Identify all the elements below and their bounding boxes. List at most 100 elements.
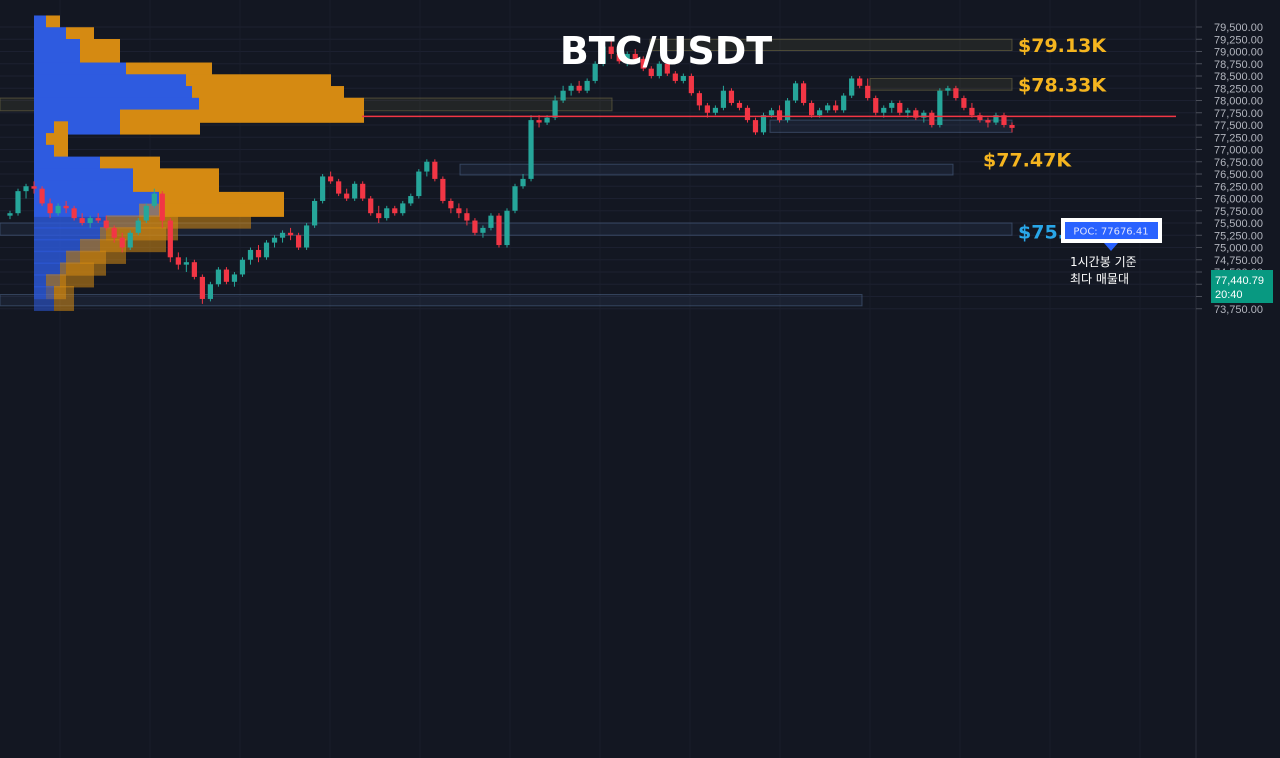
candle-up xyxy=(720,90,727,108)
candle-down xyxy=(929,112,935,125)
price-tick-label: 78,250.00 xyxy=(1214,83,1263,95)
profile-sell-bar xyxy=(199,97,364,123)
candle-down xyxy=(344,193,350,199)
candle-up xyxy=(512,186,518,211)
candle-up xyxy=(7,213,13,216)
candle-up xyxy=(384,208,390,219)
candle-up xyxy=(881,107,887,113)
price-tick-label: 75,250.00 xyxy=(1214,230,1263,242)
candle-up xyxy=(768,110,775,116)
candle-down xyxy=(472,220,478,233)
candle-up xyxy=(215,269,222,285)
candle-down xyxy=(376,213,382,219)
candle-up xyxy=(889,102,895,108)
supply-zone xyxy=(649,38,1013,52)
price-tick-label: 79,500.00 xyxy=(1214,22,1263,34)
price-axis[interactable]: 79,500.0079,250.0079,000.0078,750.0078,5… xyxy=(1195,0,1280,758)
candle-down xyxy=(440,178,446,201)
candle-down xyxy=(728,90,735,103)
candle-down xyxy=(159,193,165,221)
price-tick-label: 79,250.00 xyxy=(1214,34,1263,46)
price-tick-label: 77,250.00 xyxy=(1214,132,1263,144)
candle-down xyxy=(103,220,109,228)
candle-down xyxy=(752,120,759,133)
candle-up xyxy=(279,232,286,238)
candle-up xyxy=(424,161,430,172)
candle-up xyxy=(825,105,831,111)
candle-up xyxy=(151,193,157,206)
candle-down xyxy=(295,235,302,248)
level-label: $77.47K xyxy=(983,149,1072,171)
candle-down xyxy=(961,98,967,108)
candle-up xyxy=(656,63,662,76)
candle-down xyxy=(897,102,903,113)
candle-down xyxy=(616,53,622,62)
candle-up xyxy=(15,191,21,214)
price-tick-label: 76,000.00 xyxy=(1214,194,1263,206)
candle-up xyxy=(143,205,149,221)
candle-down xyxy=(873,98,879,113)
supply-zone xyxy=(869,77,1013,91)
candle-down xyxy=(328,176,334,182)
candle-down xyxy=(632,53,638,59)
poc-pointer-icon xyxy=(1104,243,1118,251)
candle-down xyxy=(464,213,470,221)
candle-up xyxy=(231,274,238,282)
profile-sell-bar xyxy=(54,285,74,311)
candle-up xyxy=(263,242,270,258)
candle-up xyxy=(849,78,855,96)
candle-up xyxy=(993,115,999,123)
candle-up xyxy=(55,205,61,214)
candle-down xyxy=(857,78,863,86)
candle-down xyxy=(287,232,294,236)
price-tick-label: 75,500.00 xyxy=(1214,218,1263,230)
candle-up xyxy=(680,76,686,81)
candle-down xyxy=(688,76,694,94)
candle-down xyxy=(39,188,45,204)
candle-down xyxy=(800,83,807,103)
candle-down xyxy=(809,102,815,116)
candle-up xyxy=(488,215,494,228)
candle-up xyxy=(528,120,534,179)
poc-label: POC: 77676.41 xyxy=(1073,227,1148,238)
last-price-badge: 77,440.79 20:40 xyxy=(1211,270,1273,303)
price-tick-label: 79,000.00 xyxy=(1214,47,1263,59)
candle-down xyxy=(640,58,646,69)
candle-up xyxy=(400,203,406,214)
candle-up xyxy=(207,284,213,299)
candle-down xyxy=(95,218,101,221)
demand-zone xyxy=(769,119,1013,133)
price-tick-label: 74,750.00 xyxy=(1214,255,1263,267)
candle-down xyxy=(736,102,743,108)
price-tick-label: 77,750.00 xyxy=(1214,108,1263,120)
candle-up xyxy=(183,262,189,265)
price-tick-label: 76,250.00 xyxy=(1214,181,1263,193)
candle-up xyxy=(712,107,719,113)
candle-down xyxy=(175,257,181,265)
candle-up xyxy=(504,210,510,246)
candle-down xyxy=(977,115,983,121)
candle-up xyxy=(303,225,310,248)
last-price-box xyxy=(1211,270,1273,303)
candle-down xyxy=(744,107,751,121)
candle-up xyxy=(784,100,791,121)
candle-up xyxy=(568,85,574,91)
candle-up xyxy=(520,178,526,187)
candle-up xyxy=(271,237,278,243)
candle-down xyxy=(448,200,454,209)
candle-up xyxy=(792,83,799,101)
candle-down xyxy=(704,105,710,113)
price-tick-label: 76,500.00 xyxy=(1214,169,1263,181)
candle-down xyxy=(833,105,839,111)
demand-zone xyxy=(459,163,954,176)
candle-down xyxy=(536,120,542,123)
candle-up xyxy=(416,171,422,197)
candle-down xyxy=(576,85,582,91)
candle-down xyxy=(496,215,502,246)
price-tick-label: 77,500.00 xyxy=(1214,120,1263,132)
candle-up xyxy=(817,110,823,116)
volume-profile xyxy=(34,15,364,311)
candle-down xyxy=(119,237,125,248)
